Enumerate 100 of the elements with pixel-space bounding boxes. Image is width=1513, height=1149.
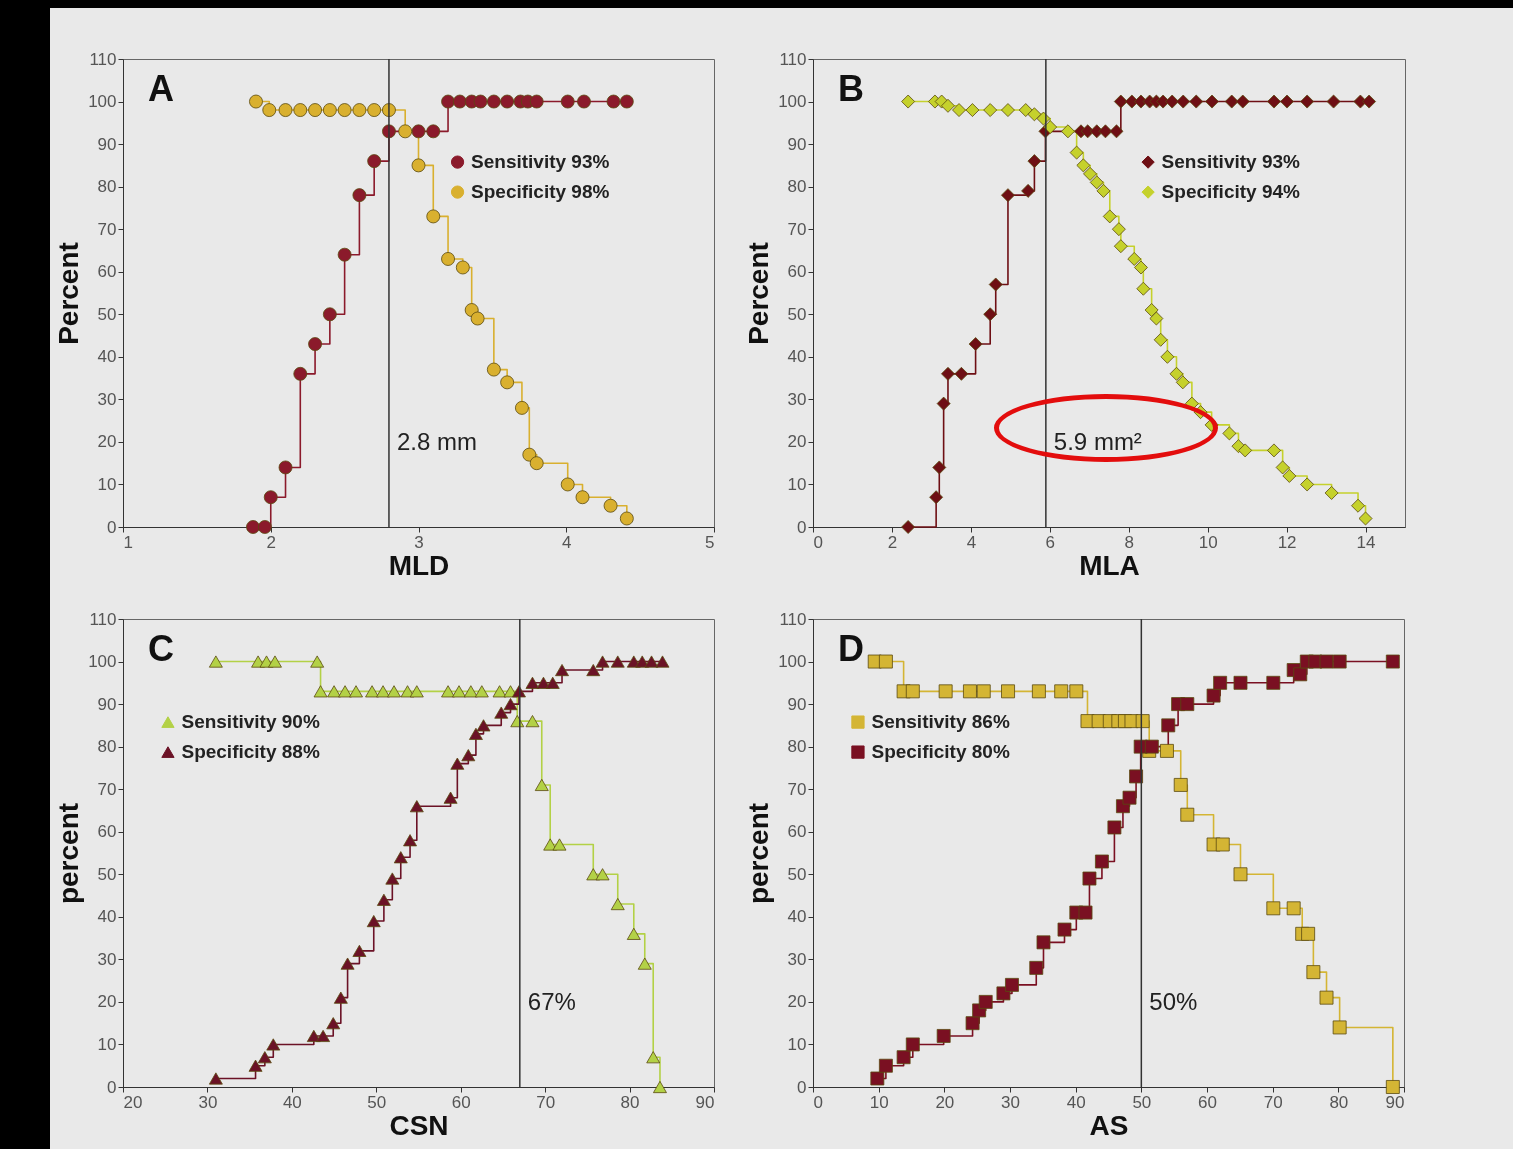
y-tick-label: 110: [779, 49, 807, 69]
point: [978, 994, 993, 1009]
point: [1205, 94, 1219, 109]
chart-title: C: [148, 628, 174, 669]
point: [1324, 486, 1339, 500]
y-tick-label: 20: [787, 432, 807, 452]
y-tick-label: 90: [97, 694, 117, 714]
point: [577, 94, 591, 109]
x-tick-label: 10: [869, 1092, 889, 1112]
point: [1161, 718, 1176, 733]
chart-title: B: [838, 68, 864, 109]
x-tick-label: 80: [620, 1092, 640, 1112]
point: [1018, 103, 1033, 117]
point: [965, 103, 980, 117]
legend-label: Specificity 88%: [181, 741, 320, 763]
y-axis-title: Percent: [53, 242, 85, 345]
point: [522, 447, 537, 462]
y-tick-label: 40: [787, 347, 807, 367]
y-tick-label: 50: [787, 304, 807, 324]
point: [1224, 94, 1239, 109]
point: [1286, 901, 1301, 916]
y-tick-label: 20: [97, 432, 117, 452]
point: [398, 124, 413, 139]
legend-label: Sensitivity 93%: [1161, 151, 1301, 173]
point: [938, 684, 953, 699]
point: [1054, 684, 1069, 699]
point: [1215, 837, 1230, 852]
y-tick-label: 60: [787, 822, 807, 842]
point: [1189, 94, 1204, 109]
point: [452, 94, 467, 109]
x-tick-label: 6: [1045, 532, 1056, 552]
x-tick-label: 0: [813, 1092, 823, 1112]
point: [963, 684, 977, 699]
point: [1098, 124, 1113, 139]
point: [1233, 867, 1248, 882]
point: [1057, 922, 1072, 937]
point: [1144, 739, 1159, 754]
point: [619, 94, 634, 109]
point: [1238, 443, 1253, 458]
x-tick-label: 10: [1198, 532, 1218, 552]
point: [1096, 183, 1111, 198]
x-tick-label: 4: [966, 532, 977, 552]
point: [293, 366, 308, 381]
point: [367, 103, 382, 117]
y-axis-title: Percent: [743, 242, 775, 345]
point: [1326, 94, 1341, 109]
point: [968, 337, 983, 351]
point: [1027, 154, 1042, 169]
y-tick-label: 30: [787, 949, 807, 969]
point: [486, 94, 501, 109]
point: [560, 94, 575, 109]
point: [1076, 158, 1091, 173]
point: [905, 684, 920, 699]
point: [1109, 124, 1124, 139]
point: [1301, 926, 1316, 941]
y-tick-label: 10: [97, 474, 117, 494]
x-tick-label: 40: [282, 1092, 302, 1112]
point: [932, 460, 947, 475]
point: [1165, 94, 1180, 109]
point: [426, 209, 441, 224]
y-tick-label: 60: [787, 262, 807, 282]
y-tick-label: 80: [97, 737, 117, 757]
y-tick-label: 110: [779, 609, 807, 629]
point: [529, 456, 544, 471]
legend-label: Specificity 94%: [1161, 181, 1301, 203]
y-axis-title: percent: [743, 802, 775, 905]
x-axis-title: MLD: [388, 549, 450, 581]
point: [1005, 977, 1019, 992]
x-tick-label: 20: [123, 1092, 143, 1112]
point: [1027, 107, 1042, 122]
y-tick-label: 110: [89, 49, 117, 69]
point: [1266, 675, 1281, 690]
point: [983, 103, 998, 117]
point: [1293, 667, 1308, 682]
point: [470, 311, 485, 326]
point: [1102, 209, 1117, 224]
point: [411, 124, 426, 139]
y-tick-label: 40: [787, 907, 807, 927]
point: [1266, 901, 1281, 916]
point: [1275, 460, 1290, 475]
point: [1180, 807, 1195, 822]
point: [1362, 94, 1376, 109]
x-tick-label: 4: [562, 532, 572, 552]
point: [976, 684, 991, 699]
y-tick-label: 0: [797, 1077, 807, 1097]
chart-title: D: [838, 628, 864, 669]
point: [870, 1071, 885, 1086]
point: [278, 460, 293, 475]
point: [983, 307, 998, 322]
point: [1134, 260, 1148, 275]
x-tick-label: 1: [123, 532, 133, 552]
point: [619, 511, 634, 526]
point: [1385, 1080, 1400, 1094]
x-axis-title: CSN: [389, 1109, 449, 1141]
y-tick-label: 30: [97, 389, 117, 409]
point: [426, 124, 441, 139]
point: [500, 375, 515, 390]
y-tick-label: 30: [787, 389, 807, 409]
y-tick-label: 100: [88, 652, 117, 672]
x-tick-label: 50: [1132, 1092, 1152, 1112]
